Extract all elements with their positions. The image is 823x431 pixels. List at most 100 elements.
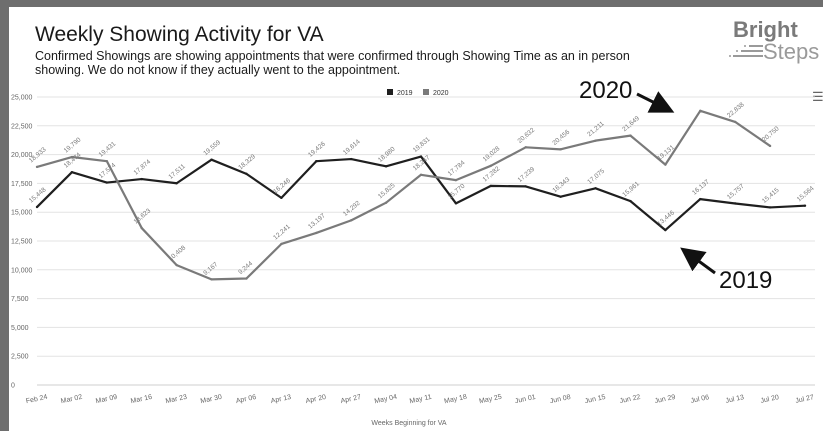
data-point-2019 [105,181,109,184]
data-point-2020 [384,201,388,204]
data-point-2020 [699,109,702,113]
chart-description: Confirmed Showings are showing appointme… [35,49,630,77]
data-point-2020 [594,139,597,142]
y-tick-label: 2,500 [11,354,29,361]
data-point-2020 [768,144,772,148]
data-point-2019 [70,170,74,174]
y-tick-label: 17,500 [11,181,33,188]
x-tick-label: Mar 02 [60,394,83,405]
logo-word-bright: Bright [733,17,798,42]
data-point-2019 [559,195,562,198]
hamburger-menu-icon[interactable]: ☰ [812,89,823,104]
y-tick-label: 20,000 [11,152,33,159]
data-point-2019 [280,196,283,200]
legend-label-2020: 2020 [433,90,449,97]
y-tick-label: 10,000 [11,267,33,274]
data-point-2019 [315,160,318,163]
data-point-2019 [210,158,213,161]
page-title: Weekly Showing Activity for VA [35,23,324,46]
y-tick-label: 5,000 [11,325,29,332]
data-point-2020 [454,178,458,182]
arrow-to-2019-line [680,247,716,275]
data-point-2019 [699,197,702,201]
data-point-2019 [454,202,458,205]
data-point-2019 [245,172,248,176]
data-point-2020 [315,231,318,235]
data-point-2020 [210,278,213,281]
x-tick-label: Feb 24 [25,394,48,405]
x-tick-label: Apr 13 [270,394,292,405]
x-tick-label: Jul 13 [725,394,745,405]
y-tick-label: 7,500 [11,296,29,303]
data-point-2020 [419,173,423,176]
data-point-2019 [384,165,388,168]
x-tick-label: Jun 29 [654,394,676,405]
weekly-showings-line-chart: 0 2,500 5,000 7,500 10,000 12,500 15,000 17,500… [11,89,816,427]
y-tick-label: 0 [11,383,15,390]
data-point-2019 [419,155,423,158]
data-point-2020 [175,263,178,267]
logo-steps-icon [729,45,763,57]
data-point-2020 [105,159,109,163]
x-tick-label: Jun 22 [619,394,641,405]
x-tick-label: May 11 [409,394,433,406]
chart-legend: 2019 2020 [387,89,449,97]
x-tick-label: Jul 20 [760,394,780,405]
y-tick-label: 15,000 [11,210,33,217]
chart-card: Weekly Showing Activity for VA Confirmed… [9,7,823,431]
data-point-2019 [524,185,527,188]
data-point-2020 [349,219,353,222]
annotation-arrows [636,91,716,275]
y-tick-label: 12,500 [11,239,33,246]
data-point-2020 [35,165,39,169]
bright-steps-logo: Bright Steps [729,17,823,73]
x-tick-label: May 25 [479,394,503,406]
x-tick-label: Jun 01 [514,394,536,405]
data-point-2019 [803,204,807,207]
data-point-2019 [629,199,632,203]
x-axis-label: Weeks Beginning for VA [371,420,447,427]
x-tick-label: Jul 06 [690,394,710,405]
x-tick-label: Jun 08 [549,394,571,405]
y-tick-label: 22,500 [11,123,33,130]
data-point-2020 [70,155,74,159]
data-point-2019 [175,182,178,185]
x-tick-label: Apr 27 [340,394,362,405]
data-point-2020 [489,164,493,167]
data-point-2020 [245,277,248,280]
data-point-2019 [140,177,143,181]
arrow-to-2020-line [636,91,675,113]
data-point-2019 [489,184,493,188]
x-tick-label: Apr 06 [235,394,257,405]
annotation-2019: 2019 [719,267,773,294]
x-tick-label: May 04 [374,394,398,406]
chart-axes: 0 2,500 5,000 7,500 10,000 12,500 15,000 17,500… [11,95,815,406]
x-tick-label: Mar 30 [200,394,223,405]
data-point-2020 [664,163,667,166]
data-point-2019 [768,206,772,209]
x-tick-label: Apr 20 [305,394,327,405]
x-tick-label: Mar 23 [165,394,188,405]
data-point-2019 [349,157,353,161]
series-line-2020 [36,109,771,281]
data-point-2019 [664,228,667,232]
data-point-2019 [733,202,737,205]
logo-word-steps: Steps [763,39,820,64]
legend-swatch-2020 [423,89,429,95]
x-tick-label: Jun 15 [584,394,606,405]
data-point-2020 [733,120,737,124]
data-point-2019 [594,187,597,190]
x-tick-label: Mar 16 [130,394,153,405]
data-point-2020 [559,148,562,151]
legend-swatch-2019 [387,89,393,95]
data-point-2019 [35,205,39,209]
x-tick-label: May 18 [444,394,468,406]
data-point-2020 [280,242,283,246]
x-tick-label: Mar 09 [95,394,118,405]
legend-label-2019: 2019 [397,90,413,97]
x-tick-label: Jul 27 [795,394,815,405]
data-point-2020 [629,134,632,137]
data-point-2020 [524,146,527,149]
y-tick-label: 25,000 [11,95,33,102]
data-point-2020 [140,226,143,230]
